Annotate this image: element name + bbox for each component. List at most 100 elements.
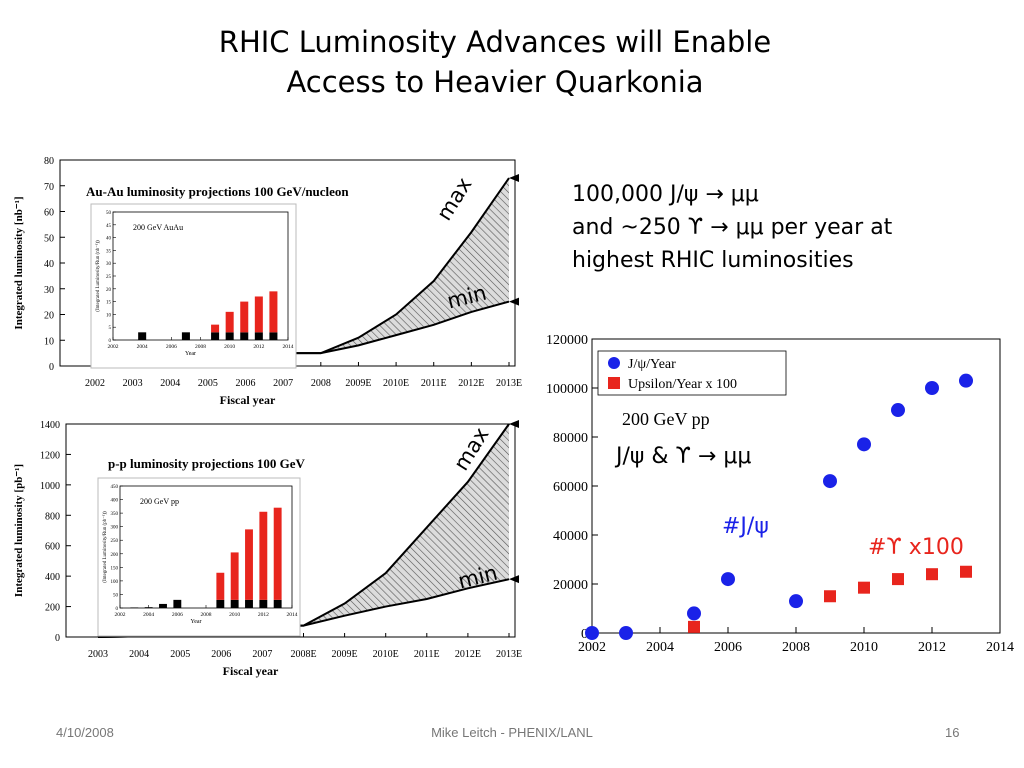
- inset-bar-black: [259, 599, 268, 608]
- physics-notes: 100,000 J/ψ → μμ and ~250 ϒ → μμ per yea…: [572, 178, 992, 277]
- x-tick-label: 2006: [211, 649, 231, 660]
- yield-y-tick-label: 20000: [553, 578, 588, 593]
- legend-marker-upsilon: [608, 377, 620, 389]
- inset-bar-black: [130, 607, 139, 608]
- yield-chart: 0 20000 40000 60000 80000 100000 120000 2002 200…: [530, 325, 1018, 655]
- inset-y-tick-label: 150: [111, 566, 119, 571]
- jpsi-point: [959, 373, 973, 388]
- upsilon-point: [688, 620, 700, 633]
- title-line-1: RHIC Luminosity Advances will Enable: [218, 25, 772, 59]
- inset-y-tick-label: 5: [109, 326, 112, 331]
- inset-x-tick-label: 2010: [224, 344, 235, 350]
- inset-bar-black: [245, 599, 253, 608]
- note-line-3: highest RHIC luminosities: [572, 248, 854, 273]
- y-tick-label: 30: [44, 285, 54, 296]
- inset-x-tick-label: 2004: [137, 344, 148, 350]
- legend-label-jpsi: J/ψ/Year: [628, 357, 676, 372]
- jpsi-point: [823, 474, 837, 489]
- inset-bar-black: [216, 599, 225, 608]
- inset-bar-black: [144, 607, 153, 608]
- x-tick-label: 2012E: [458, 378, 484, 389]
- inset-bar-black: [138, 332, 147, 340]
- inset-x-tick-label: 2012: [258, 612, 269, 618]
- inset-x-tick-label: 2010: [229, 612, 240, 618]
- legend-label-upsilon: Upsilon/Year x 100: [628, 377, 737, 392]
- y-axis-label: Integrated luminosity [pb⁻¹]: [13, 464, 25, 597]
- inset-x-tick-label: 2012: [253, 344, 264, 350]
- yield-x-tick-label: 2002: [578, 640, 606, 655]
- inset-y-tick-label: 20: [106, 288, 112, 293]
- yield-y-tick-label: 120000: [546, 333, 588, 348]
- slide-title: RHIC Luminosity Advances will Enable Acc…: [0, 22, 990, 102]
- yield-y-tick-label: 0: [581, 627, 588, 642]
- upsilon-point: [892, 573, 904, 586]
- inset-y-tick-label: 10: [106, 313, 112, 318]
- y-tick-label: 600: [45, 542, 60, 553]
- yield-y-tick-label: 60000: [553, 480, 588, 495]
- y-tick-label: 1200: [40, 450, 60, 461]
- inset-bar-red: [259, 511, 268, 600]
- y-tick-label: 70: [44, 182, 54, 193]
- x-tick-label: 2002: [85, 378, 105, 389]
- yield-x-tick-label: 2004: [646, 640, 674, 655]
- y-axis-label: Integrated luminosity [nb⁻¹]: [13, 196, 25, 329]
- inset-bar-red: [230, 552, 239, 600]
- inset-y-axis-label: (Integrated Luminosity/Run (nb⁻¹)): [95, 240, 101, 312]
- inset-bar-black: [254, 332, 263, 340]
- inset-bar-black: [240, 332, 249, 340]
- x-axis-label: Fiscal year: [220, 393, 276, 407]
- y-tick-label: 50: [44, 233, 54, 244]
- y-tick-label: 400: [45, 572, 60, 583]
- inset-bar-red: [245, 529, 253, 600]
- upsilon-annotation: #ϒ x100: [868, 535, 964, 560]
- inset-x-axis-label: Year: [185, 351, 196, 357]
- inset-bar-black: [230, 599, 239, 608]
- legend-marker-jpsi: [608, 357, 620, 369]
- inset-bar-black: [211, 332, 220, 340]
- x-tick-label: 2007: [273, 378, 293, 389]
- title-line-2: Access to Heavier Quarkonia: [286, 65, 704, 99]
- auau-chart-svg: Au-Au luminosity projections 100 GeV/nuc…: [13, 156, 522, 407]
- x-tick-label: 2008E: [290, 649, 316, 660]
- x-tick-label: 2013E: [496, 649, 522, 660]
- jpsi-point: [857, 437, 871, 452]
- y-tick-label: 40: [44, 259, 54, 270]
- x-tick-label: 2006: [236, 378, 256, 389]
- y-tick-label: 1400: [40, 420, 60, 431]
- jpsi-point: [687, 606, 701, 621]
- inset-y-tick-label: 40: [106, 237, 112, 242]
- y-tick-label: 20: [44, 311, 54, 322]
- y-tick-label: 60: [44, 208, 54, 219]
- footer-page-number: 16: [945, 725, 960, 740]
- x-tick-label: 2012E: [455, 649, 481, 660]
- jpsi-point: [619, 626, 633, 640]
- yield-chart-svg: 0 20000 40000 60000 80000 100000 120000 2002 200…: [546, 333, 1014, 655]
- inset-y-axis-label: (Integrated Luminosity/Run (pb⁻¹)): [102, 511, 108, 583]
- inset-y-tick-label: 15: [106, 301, 112, 306]
- inset-bar-red: [254, 296, 263, 333]
- x-tick-label: 2005: [198, 378, 218, 389]
- inset-bar-red: [273, 507, 282, 600]
- series-arrow-max: [509, 174, 519, 183]
- inset-y-tick-label: 100: [111, 580, 119, 585]
- inset-y-tick-label: 25: [106, 275, 112, 280]
- inset-x-tick-label: 2006: [166, 344, 177, 350]
- yield-y-tick-label: 100000: [546, 382, 588, 397]
- pp-chart-svg: p-p luminosity projections 100 GeV020040…: [13, 420, 522, 678]
- inset-y-tick-label: 250: [111, 539, 119, 544]
- projection-band: [98, 424, 509, 637]
- note-line-2: and ~250 ϒ → μμ per year at: [572, 215, 893, 240]
- upsilon-point: [960, 565, 972, 578]
- inset-bar-black: [225, 332, 234, 340]
- inset-x-tick-label: 2004: [143, 612, 154, 618]
- auau-chart: Au-Au luminosity projections 100 GeV/nuc…: [8, 152, 530, 412]
- yield-x-tick-label: 2012: [918, 640, 946, 655]
- inset-x-tick-label: 2014: [283, 344, 294, 350]
- footer-author: Mike Leitch - PHENIX/LANL: [431, 725, 593, 740]
- yield-x-tick-label: 2008: [782, 640, 810, 655]
- inset-bar-red: [211, 324, 220, 333]
- x-tick-label: 2013E: [496, 378, 522, 389]
- inset-title: 200 GeV pp: [140, 497, 179, 506]
- series-arrow-max: [509, 420, 519, 428]
- y-tick-label: 80: [44, 156, 54, 167]
